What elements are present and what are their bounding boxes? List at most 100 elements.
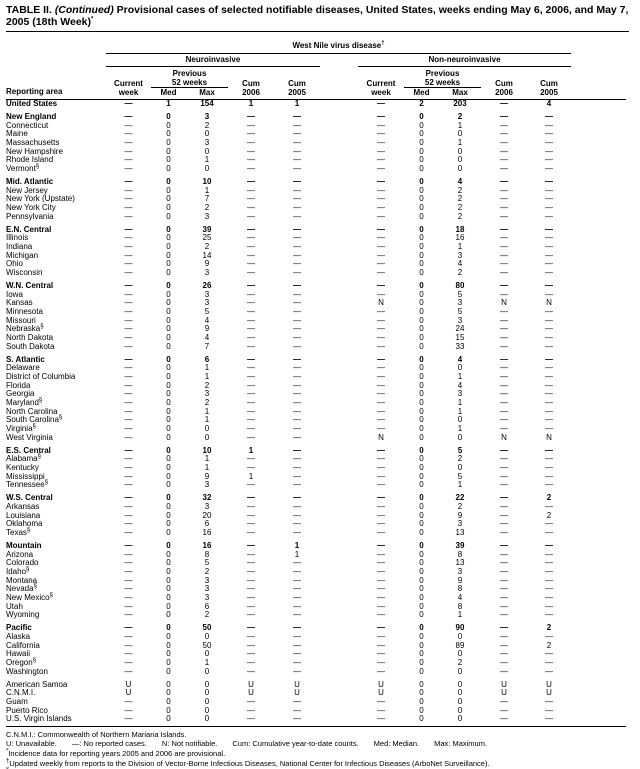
- reporting-area-cell: U.S. Virgin Islands: [6, 714, 72, 724]
- value-cell: —: [247, 267, 255, 277]
- value-cell: —: [124, 397, 133, 407]
- value-cell: —: [545, 631, 553, 641]
- value-cell: —: [124, 380, 133, 390]
- row-filler-cell: [571, 668, 626, 677]
- reporting-area-cell: Vermont§: [6, 163, 40, 173]
- row-filler-cell: [571, 100, 626, 109]
- value-cell: 16: [202, 540, 212, 550]
- reporting-area-cell: South Carolina§: [6, 414, 63, 425]
- value-cell: 0: [419, 324, 424, 334]
- value-cell: —: [500, 714, 508, 724]
- cnmi-definition: C.N.M.I.: Commonwealth of Northern Maria…: [6, 729, 187, 739]
- value-cell: 0: [419, 462, 424, 472]
- value-cell: —: [500, 242, 508, 252]
- value-cell: 5: [204, 558, 210, 568]
- value-cell: —: [545, 462, 553, 472]
- value-cell: —: [545, 129, 553, 139]
- value-cell: —: [293, 471, 301, 481]
- value-cell: —: [247, 631, 255, 641]
- value-cell: —: [500, 194, 508, 204]
- column-gap-cell: [320, 585, 358, 594]
- value-cell: —: [500, 623, 508, 633]
- value-cell: —: [124, 406, 133, 416]
- value-cell: 0: [166, 480, 171, 490]
- value-cell: 4: [457, 592, 463, 602]
- value-cell: —: [247, 242, 255, 252]
- row-filler-cell: [571, 299, 626, 308]
- value-cell: 0: [166, 445, 171, 455]
- value-cell: 0: [419, 696, 424, 706]
- column-gap-cell: [320, 382, 358, 391]
- value-cell: 3: [204, 501, 210, 511]
- reporting-area-cell: Mountain: [6, 540, 42, 550]
- row-filler-cell: [571, 681, 626, 690]
- value-cell: —: [500, 341, 508, 351]
- value-cell: —: [124, 696, 133, 706]
- row-filler-cell: [571, 416, 626, 425]
- row-filler-cell: [571, 603, 626, 612]
- value-cell: —: [293, 696, 301, 706]
- value-cell: —: [545, 138, 553, 148]
- reporting-area-cell: Maine: [6, 129, 28, 139]
- value-cell: —: [247, 163, 255, 173]
- value-cell: —: [377, 99, 385, 108]
- table-row: New Mexico§ — 0 3 — — — 0 4 — —: [6, 592, 626, 603]
- value-cell: —: [247, 259, 255, 269]
- value-cell: —: [293, 558, 301, 568]
- legend-max: Max: Maximum.: [434, 739, 488, 749]
- value-cell: 1: [204, 462, 210, 472]
- table-row: Arkansas — 0 3 — — — 0 2 — —: [6, 501, 626, 512]
- table-row: Alaska — 0 0 — — — 0 0 — —: [6, 631, 626, 642]
- value-cell: 1: [248, 445, 254, 455]
- value-cell: —: [247, 540, 255, 550]
- value-cell: —: [377, 267, 385, 277]
- row-filler-cell: [571, 512, 626, 521]
- value-cell: 3: [204, 289, 210, 299]
- row-filler-cell: [571, 642, 626, 651]
- row-filler-cell: [571, 650, 626, 659]
- value-cell: —: [377, 610, 385, 620]
- value-cell: —: [247, 527, 255, 537]
- value-cell: 0: [419, 250, 424, 260]
- value-cell: —: [124, 640, 133, 650]
- title-main: Provisional cases of selected notifiable…: [6, 4, 629, 28]
- reporting-area-cell: Nebraska§: [6, 323, 44, 334]
- value-cell: —: [545, 250, 553, 260]
- value-cell: 0: [419, 354, 424, 364]
- value-cell: 1: [457, 371, 463, 381]
- reporting-area-cell: American Samoa: [6, 679, 68, 689]
- value-cell: N: [546, 432, 552, 442]
- value-cell: 0: [419, 510, 424, 520]
- value-cell: 0: [166, 540, 171, 550]
- value-cell: 0: [166, 415, 171, 425]
- reporting-area-cell: New Hampshire: [6, 146, 63, 156]
- row-filler-cell: [571, 325, 626, 334]
- value-cell: —: [293, 267, 301, 277]
- value-cell: —: [377, 666, 385, 676]
- previous-label-neuro: Previous: [172, 69, 207, 78]
- value-cell: 3: [204, 575, 210, 585]
- value-cell: —: [124, 138, 133, 148]
- value-cell: —: [293, 601, 301, 611]
- value-cell: —: [377, 423, 385, 433]
- value-cell: —: [293, 423, 301, 433]
- value-cell: —: [377, 259, 385, 269]
- value-cell: 14: [202, 250, 212, 260]
- disease-header: West Nile virus disease†: [106, 40, 572, 54]
- value-cell: —: [247, 112, 255, 122]
- table-row: California — 0 50 — — — 0 89 — 2: [6, 640, 626, 651]
- value-cell: 0: [419, 185, 424, 195]
- value-cell: 9: [204, 324, 210, 334]
- spacer-cell: [527, 67, 571, 79]
- value-cell: 0: [166, 289, 171, 299]
- value-cell: 0: [419, 363, 424, 373]
- value-cell: 4: [457, 177, 463, 187]
- column-gap-cell: [320, 681, 358, 690]
- value-cell: —: [545, 242, 553, 252]
- row-filler-cell: [571, 113, 626, 122]
- value-cell: —: [500, 549, 508, 559]
- value-cell: 39: [455, 540, 465, 550]
- spacer-cell: [106, 67, 151, 79]
- value-cell: —: [293, 129, 301, 139]
